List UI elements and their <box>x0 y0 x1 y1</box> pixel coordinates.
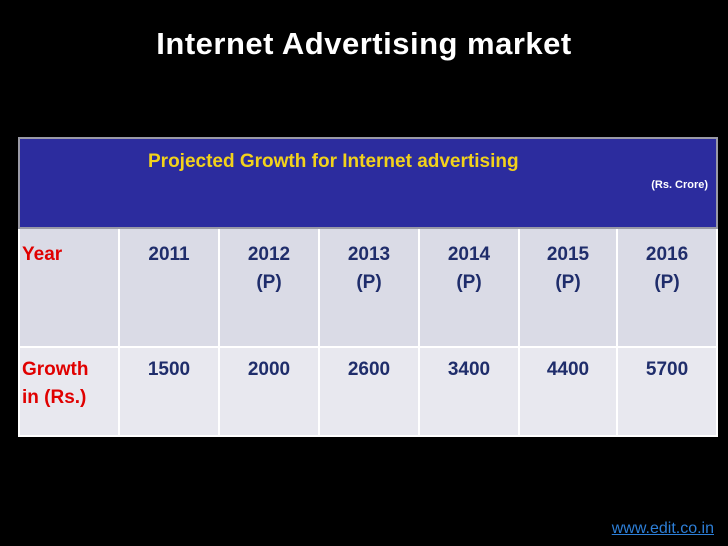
table-cell: 2015 (P) <box>518 226 618 348</box>
table-row: Year 2011 2012 (P) 2013 (P) 2014 (P) 2015 (P)… <box>18 226 719 348</box>
table-header: Projected Growth for Internet advertisin… <box>17 137 719 229</box>
table-cell: 2016 (P) <box>615 226 719 348</box>
slide-title: Internet Advertising market <box>156 26 572 61</box>
table-cell: 3400 <box>418 345 520 437</box>
data-table: Projected Growth for Internet advertisin… <box>17 137 719 437</box>
table-unit: (Rs. Crore) <box>651 179 709 191</box>
row-label: Year <box>18 226 120 348</box>
table-cell: 2012 (P) <box>218 226 320 348</box>
table-cell: 5700 <box>615 345 719 437</box>
row-label: Growth in (Rs.) <box>18 345 120 437</box>
footer-link[interactable]: www.edit.co.in <box>611 520 714 537</box>
table-cell: 2011 <box>118 226 220 348</box>
table-cell: 1500 <box>118 345 220 437</box>
table-row: Growth in (Rs.) 1500 2000 2600 3400 4400 5700 <box>18 345 719 437</box>
table-cell: 2013 (P) <box>318 226 420 348</box>
table-caption: Projected Growth for Internet advertisin… <box>148 151 519 172</box>
header-cell: Projected Growth for Internet advertisin… <box>17 137 719 229</box>
table-cell: 2600 <box>318 345 420 437</box>
table-cell: 2014 (P) <box>418 226 520 348</box>
table-cell: 4400 <box>518 345 618 437</box>
table-cell: 2000 <box>218 345 320 437</box>
